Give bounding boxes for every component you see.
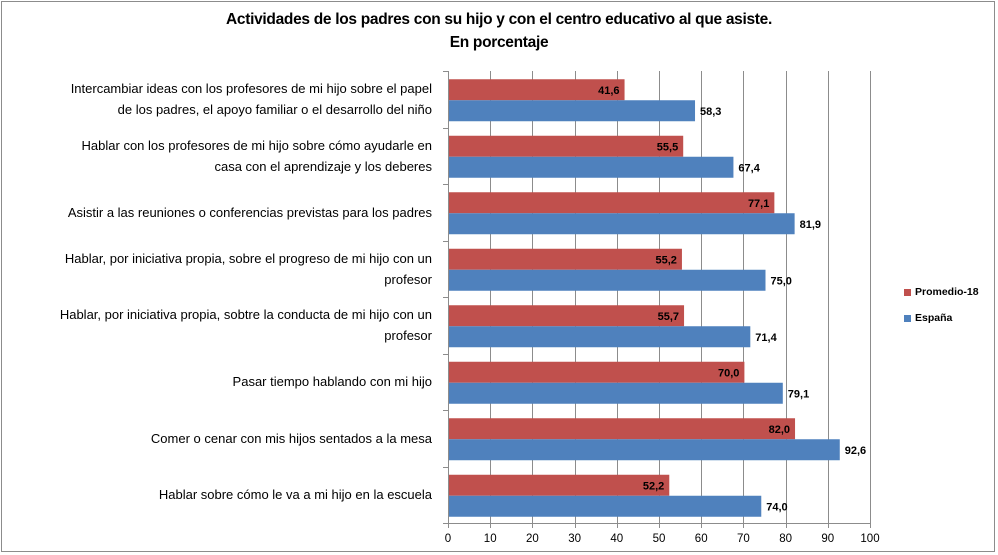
- legend-swatch-promedio: [904, 288, 911, 296]
- category-label-line: profesor: [384, 328, 432, 344]
- bar-espana: [449, 100, 696, 122]
- bar-promedio: [449, 248, 682, 270]
- bar-promedio: [449, 305, 685, 327]
- category-label-line: Asistir a las reuniones o conferencias p…: [67, 204, 432, 220]
- data-label-promedio: 52,2: [643, 480, 664, 492]
- category-label: Hablar con los profesores de mi hijo sob…: [4, 135, 432, 177]
- bar-espana: [449, 326, 751, 348]
- category-label: Asistir a las reuniones o conferencias p…: [4, 202, 432, 223]
- x-tick-label: 20: [526, 533, 539, 545]
- data-label-promedio: 55,5: [657, 141, 678, 153]
- data-label-espana: 71,4: [755, 332, 777, 344]
- data-label-espana: 75,0: [771, 275, 792, 287]
- category-label-line: Hablar, por iniciativa propia, sobre el …: [64, 250, 432, 266]
- legend-label-espana: España: [915, 312, 953, 324]
- category-label-line: Hablar sobre cómo le va a mi hijo en la …: [158, 487, 432, 503]
- category-label-line: casa con el aprendizaje y los deberes: [214, 158, 432, 174]
- bar-promedio: [449, 79, 625, 101]
- category-label-line: Pasar tiempo hablando con mi hijo: [232, 374, 432, 390]
- data-label-espana: 58,3: [700, 106, 721, 118]
- bar-espana: [449, 382, 783, 404]
- category-label: Hablar, por iniciativa propia, sobre el …: [4, 248, 432, 290]
- category-label-line: profesor: [384, 271, 432, 287]
- category-label: Comer o cenar con mis hijos sentados a l…: [4, 428, 432, 449]
- bar-promedio: [449, 418, 796, 440]
- x-tick-label: 50: [653, 533, 666, 545]
- bar-espana: [449, 269, 766, 291]
- data-label-promedio: 82,0: [769, 424, 790, 436]
- data-label-espana: 81,9: [800, 219, 821, 231]
- data-label-promedio: 55,2: [656, 254, 677, 266]
- bar-espana: [449, 495, 762, 517]
- legend-swatch-espana: [904, 314, 911, 322]
- category-label-line: Hablar con los profesores de mi hijo sob…: [81, 137, 432, 153]
- category-label-line: Intercambiar ideas con los profesores de…: [70, 81, 432, 97]
- data-label-espana: 79,1: [788, 388, 809, 400]
- bar-espana: [449, 439, 840, 461]
- legend-label-promedio: Promedio-18: [915, 286, 979, 298]
- bar-promedio: [449, 135, 684, 157]
- data-label-espana: 67,4: [738, 162, 760, 174]
- chart-subtitle: En porcentaje: [449, 34, 549, 51]
- category-label-line: Hablar, por iniciativa propia, sobtre la…: [59, 307, 432, 323]
- x-tick-label: 40: [610, 533, 623, 545]
- x-tick-label: 30: [568, 533, 581, 545]
- x-tick-label: 0: [445, 533, 451, 545]
- data-label-espana: 92,6: [845, 445, 866, 457]
- data-label-promedio: 55,7: [658, 311, 679, 323]
- chart-title: Actividades de los padres con su hijo y …: [226, 11, 772, 28]
- x-tick-label: 10: [484, 533, 497, 545]
- category-label: Hablar, por iniciativa propia, sobtre la…: [4, 304, 432, 346]
- bar-espana: [449, 213, 795, 235]
- data-label-promedio: 70,0: [718, 367, 739, 379]
- bar-promedio: [449, 192, 775, 214]
- x-tick-label: 80: [779, 533, 792, 545]
- x-tick-label: 90: [821, 533, 834, 545]
- x-tick-label: 70: [737, 533, 750, 545]
- category-label: Pasar tiempo hablando con mi hijo: [4, 371, 432, 392]
- bar-espana: [449, 156, 734, 178]
- bar-promedio: [449, 474, 670, 496]
- x-tick-label: 60: [695, 533, 708, 545]
- category-label: Intercambiar ideas con los profesores de…: [4, 78, 432, 120]
- x-tick-label: 100: [860, 533, 879, 545]
- legend-item-promedio: Promedio-18: [904, 286, 979, 298]
- data-label-promedio: 77,1: [748, 198, 769, 210]
- data-label-promedio: 41,6: [598, 85, 619, 97]
- data-label-espana: 74,0: [766, 501, 787, 513]
- legend-item-espana: España: [904, 312, 952, 324]
- category-label-line: de los padres, el apoyo familiar o el de…: [117, 102, 432, 118]
- bar-promedio: [449, 361, 745, 383]
- category-label: Hablar sobre cómo le va a mi hijo en la …: [4, 484, 432, 505]
- category-label-line: Comer o cenar con mis hijos sentados a l…: [150, 430, 432, 446]
